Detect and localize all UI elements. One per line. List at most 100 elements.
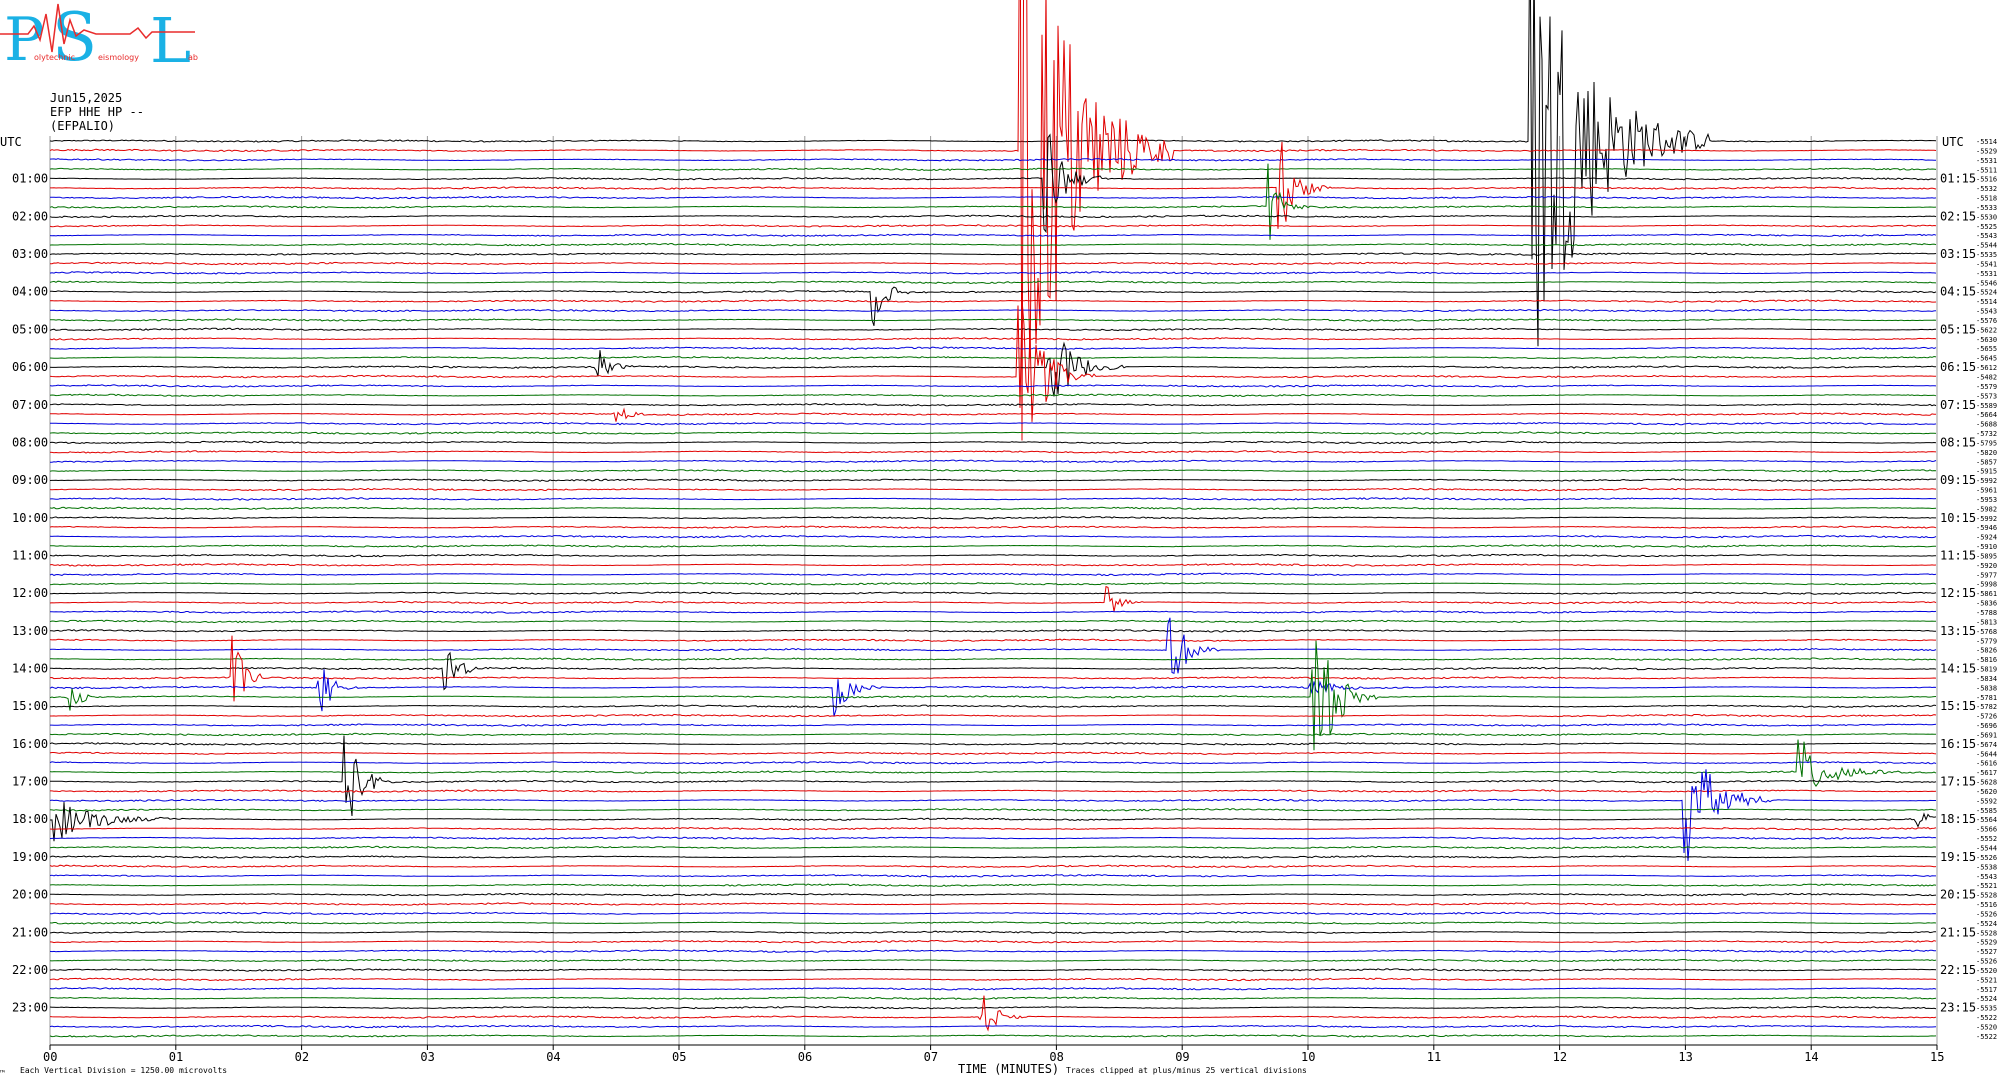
row-offset-label: -5546 [1976, 279, 1997, 287]
left-utc-label: UTC [0, 135, 22, 149]
row-offset-label: -5538 [1976, 863, 1997, 871]
trace-row-21 [49, 337, 1937, 341]
right-hour-label: 19:15 [1940, 850, 1976, 864]
trace-row-10 [49, 233, 1937, 237]
trace-row-63 [49, 732, 1937, 737]
trace-row-77 [49, 864, 1937, 869]
x-tick-label: 01 [169, 1050, 183, 1064]
row-offset-label: -5622 [1976, 326, 1997, 334]
row-offset-label: -5524 [1976, 995, 1997, 1003]
row-offset-label: -5529 [1976, 147, 1997, 155]
right-hour-label: 23:15 [1940, 1001, 1976, 1015]
trace-row-80 [49, 892, 1937, 897]
trace-row-40 [49, 516, 1936, 520]
x-tick-label: 11 [1427, 1050, 1441, 1064]
left-hour-label: 16:00 [12, 737, 48, 751]
x-axis-ticks: 00 01 02 03 04 05 06 07 08 09 10 11 12 13 14 15 [43, 1045, 1944, 1064]
row-offset-label: -5520 [1976, 1023, 1997, 1031]
row-offset-label: -5514 [1976, 138, 1997, 146]
right-hour-label: 20:15 [1940, 888, 1976, 902]
x-tick-label: 02 [295, 1050, 309, 1064]
header-date: Jun15,2025 [50, 91, 122, 105]
row-offset-label: -5535 [1976, 1005, 1997, 1013]
x-tick-label: 13 [1678, 1050, 1692, 1064]
x-tick-label: 03 [420, 1050, 434, 1064]
trace-row-16 [50, 286, 1937, 327]
row-offset-label: -5616 [1976, 760, 1997, 768]
trace-row-24 [49, 341, 1936, 397]
row-offset-label: -5617 [1976, 769, 1997, 777]
psl-logo: P S L olytechnic eismology ab [0, 0, 198, 77]
trace-row-2 [49, 158, 1937, 162]
row-offset-label: -5781 [1976, 694, 1997, 702]
trace-row-54 [49, 617, 1937, 675]
row-offset-label: -5779 [1976, 637, 1997, 645]
row-offset-label: -5816 [1976, 656, 1997, 664]
row-offset-label: -5895 [1976, 552, 1997, 560]
left-hour-label: 08:00 [12, 435, 48, 449]
right-hour-label: 17:15 [1940, 775, 1976, 789]
row-offset-label: -5522 [1976, 1014, 1997, 1022]
row-offset-label: -5529 [1976, 939, 1997, 947]
row-offset-label: -5528 [1976, 892, 1997, 900]
trace-row-3 [49, 167, 1937, 172]
right-hour-label: 06:15 [1940, 360, 1976, 374]
row-offset-label: -5531 [1976, 157, 1997, 165]
trace-row-55 [49, 657, 1937, 661]
trace-row-62 [50, 723, 1937, 727]
left-hour-labels: 01:00 02:00 03:00 04:00 05:00 06:00 07:00 08:00… [12, 172, 48, 1015]
row-offset-label: -5820 [1976, 449, 1997, 457]
row-offset-label: -5530 [1976, 213, 1997, 221]
trace-row-22 [49, 346, 1937, 350]
trace-row-32 [49, 440, 1937, 445]
row-offset-label: -5544 [1976, 845, 1997, 853]
trace-row-67 [49, 739, 1937, 787]
right-hour-label: 03:15 [1940, 247, 1976, 261]
right-hour-label: 08:15 [1940, 435, 1976, 449]
row-offset-label: -5788 [1976, 609, 1997, 617]
right-hour-label: 02:15 [1940, 209, 1976, 223]
trace-row-90 [49, 987, 1937, 991]
row-offset-label: -5674 [1976, 741, 1997, 749]
trace-row-39 [49, 506, 1937, 510]
trace-row-5 [50, 141, 1937, 229]
left-hour-label: 23:00 [12, 1001, 48, 1015]
row-offset-label: -5620 [1976, 788, 1997, 796]
left-hour-label: 13:00 [12, 624, 48, 638]
trace-row-11 [49, 242, 1937, 247]
trace-row-56 [50, 651, 1937, 691]
trace-row-81 [50, 902, 1937, 906]
row-offset-label: -5961 [1976, 487, 1997, 495]
trace-row-73 [49, 826, 1937, 831]
trace-row-9 [49, 224, 1937, 228]
logo-word-eismology: eismology [98, 53, 139, 62]
row-offset-label: -5664 [1976, 411, 1997, 419]
row-offset-label: -5543 [1976, 232, 1997, 240]
row-offset-label: -5521 [1976, 882, 1997, 890]
row-offset-label: -5782 [1976, 703, 1997, 711]
trace-row-42 [49, 534, 1937, 539]
left-hour-label: 02:00 [12, 209, 48, 223]
right-hour-label: 21:15 [1940, 925, 1976, 939]
row-offset-label: -5522 [1976, 1033, 1997, 1041]
trace-row-82 [50, 911, 1937, 916]
trace-row-84 [49, 930, 1936, 934]
x-tick-label: 15 [1930, 1050, 1944, 1064]
trace-row-58 [49, 669, 1937, 717]
right-hour-label: 15:15 [1940, 699, 1976, 713]
row-offset-label: -5589 [1976, 402, 1997, 410]
x-tick-label: 14 [1804, 1050, 1818, 1064]
trace-row-52 [50, 629, 1936, 633]
left-hour-label: 21:00 [12, 925, 48, 939]
trace-row-92 [49, 1005, 1937, 1010]
logo-letter-p: P [4, 5, 44, 75]
left-hour-label: 17:00 [12, 775, 48, 789]
row-offset-label: -5910 [1976, 543, 1997, 551]
row-offset-label: -5544 [1976, 242, 1997, 250]
row-offset-label: -5645 [1976, 355, 1997, 363]
trace-row-26 [49, 384, 1937, 388]
trace-row-38 [49, 497, 1937, 501]
logo-word-ab: ab [188, 53, 198, 62]
left-hour-label: 04:00 [12, 285, 48, 299]
